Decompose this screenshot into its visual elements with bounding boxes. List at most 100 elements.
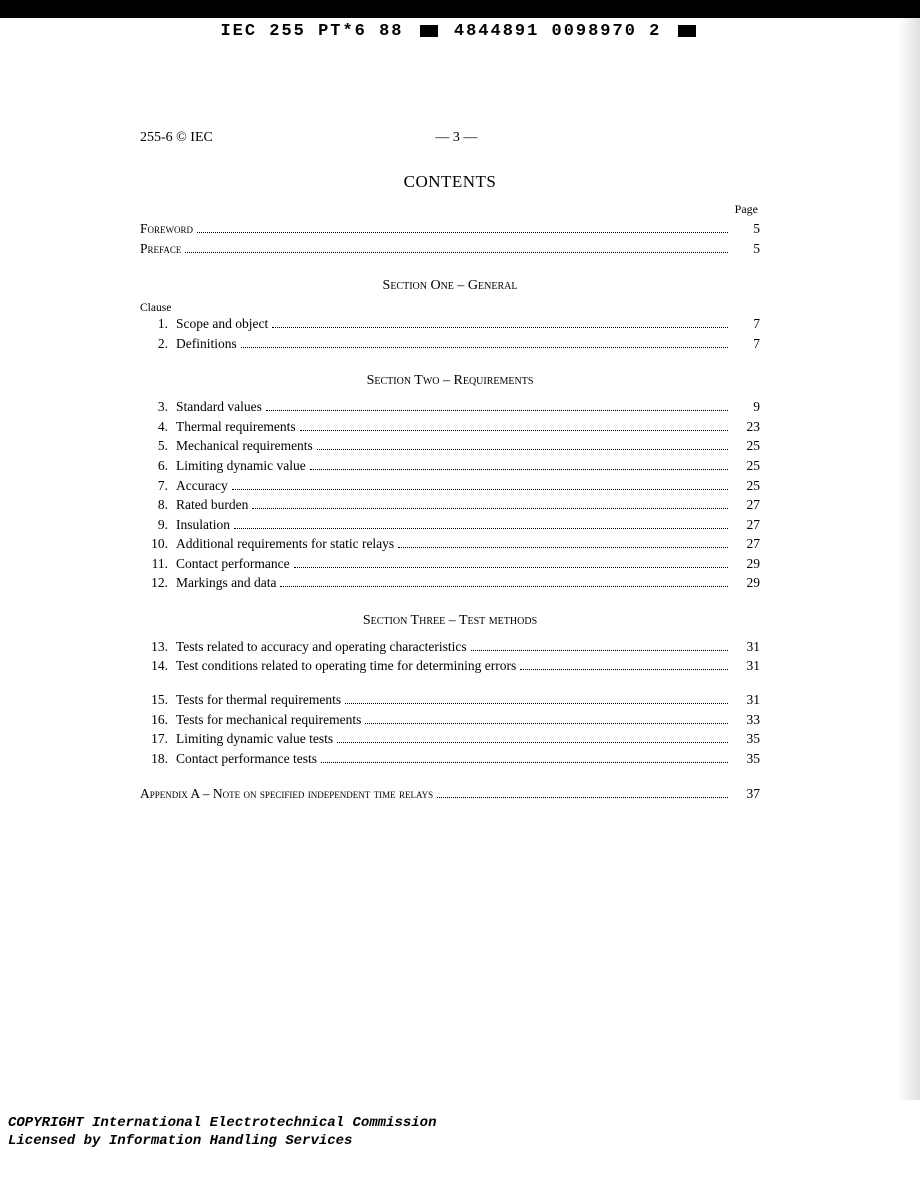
toc-line: Preface5: [140, 239, 760, 259]
scan-shadow: [898, 0, 920, 1100]
header-code-left: IEC 255 PT*6 88: [220, 22, 403, 41]
toc-entry-page: 25: [732, 456, 760, 476]
toc-entry-page: 27: [732, 515, 760, 535]
section-heading: Section Two – Requirements: [140, 373, 760, 389]
clause-number: 3.: [140, 397, 176, 417]
toc-entry-page: 31: [732, 637, 760, 657]
leader-dots: [241, 347, 728, 348]
leader-dots: [337, 742, 728, 743]
toc-entry-label: Limiting dynamic value tests: [176, 729, 333, 749]
leader-dots: [345, 703, 728, 704]
toc-entry-label: Tests related to accuracy and operating …: [176, 637, 467, 657]
toc-line: 5.Mechanical requirements 25: [140, 436, 760, 456]
toc-line: 9.Insulation 27: [140, 515, 760, 535]
leader-dots: [300, 430, 728, 431]
toc-entry-page: 27: [732, 495, 760, 515]
toc-entry-page: 7: [732, 334, 760, 354]
toc-entry-page: 25: [732, 476, 760, 496]
clause-number: 1.: [140, 314, 176, 334]
toc-entry-label: Additional requirements for static relay…: [176, 534, 394, 554]
toc-line: 16.Tests for mechanical requirements 33: [140, 710, 760, 730]
toc-entry-label: Tests for thermal requirements: [176, 690, 341, 710]
footer-line-1: COPYRIGHT International Electrotechnical…: [8, 1115, 436, 1133]
toc-entry-label: Thermal requirements: [176, 417, 296, 437]
toc-entry-label: Contact performance: [176, 554, 290, 574]
toc-entry-page: 31: [732, 656, 760, 676]
leader-dots: [280, 586, 728, 587]
toc-entry-label: Contact performance tests: [176, 749, 317, 769]
leader-dots: [252, 508, 728, 509]
toc-line: 13.Tests related to accuracy and operati…: [140, 637, 760, 657]
toc-entry-page: 35: [732, 729, 760, 749]
section-heading: Section Three – Test methods: [140, 613, 760, 629]
toc-entry-label: Scope and object: [176, 314, 268, 334]
front-matter-list: Foreword5Preface5: [140, 219, 760, 258]
toc-entry-label: Accuracy: [176, 476, 228, 496]
clause-number: 17.: [140, 729, 176, 749]
toc-entry-page: 31: [732, 690, 760, 710]
leader-dots: [471, 650, 728, 651]
toc-entry-label: Markings and data: [176, 573, 276, 593]
toc-entry-label: Insulation: [176, 515, 230, 535]
toc-line: 3.Standard values 9: [140, 397, 760, 417]
toc-line: 17.Limiting dynamic value tests 35: [140, 729, 760, 749]
clause-number: 13.: [140, 637, 176, 657]
toc-entry-page: 29: [732, 554, 760, 574]
toc-line: 1.Scope and object7: [140, 314, 760, 334]
clause-number: 12.: [140, 573, 176, 593]
toc-entry-label: Definitions: [176, 334, 237, 354]
page-content: 255-6 © IEC — 3 — CONTENTS Page Foreword…: [140, 130, 760, 804]
clause-number: 16.: [140, 710, 176, 730]
leader-dots: [398, 547, 728, 548]
page-number: — 3 —: [213, 130, 700, 146]
leader-dots: [197, 232, 728, 233]
toc-entry-label: Tests for mechanical requirements: [176, 710, 361, 730]
leader-dots: [321, 762, 728, 763]
clause-column-label: Clause: [140, 302, 760, 314]
toc-line: 8.Rated burden 27: [140, 495, 760, 515]
clause-number: 6.: [140, 456, 176, 476]
header-code-strip: IEC 255 PT*6 88 4844891 0098970 2: [0, 22, 920, 41]
toc-entry-label: Standard values: [176, 397, 262, 417]
leader-dots: [266, 410, 728, 411]
sections-container: Section One – General Clause1.Scope and o…: [140, 278, 760, 768]
appendix-label: Appendix A – Note on specified independe…: [140, 784, 433, 804]
clause-number: 5.: [140, 436, 176, 456]
toc-line: 14.Test conditions related to operating …: [140, 656, 760, 676]
clause-number: 9.: [140, 515, 176, 535]
toc-line: 18.Contact performance tests 35: [140, 749, 760, 769]
toc-line: 7.Accuracy25: [140, 476, 760, 496]
toc-entry-page: 35: [732, 749, 760, 769]
black-block-icon: [678, 25, 696, 37]
leader-dots: [310, 469, 728, 470]
clause-number: 18.: [140, 749, 176, 769]
toc-entry-page: 25: [732, 436, 760, 456]
header-code-mid: 4844891 0098970 2: [454, 22, 661, 41]
toc-entry-label: Test conditions related to operating tim…: [176, 656, 516, 676]
toc-entry-label: Mechanical requirements: [176, 436, 313, 456]
section-heading: Section One – General: [140, 278, 760, 294]
appendix-page: 37: [732, 784, 760, 804]
top-border-bar: [0, 0, 920, 18]
toc-line: 12.Markings and data 29: [140, 573, 760, 593]
clause-number: 10.: [140, 534, 176, 554]
footer-line-2: Licensed by Information Handling Service…: [8, 1133, 436, 1151]
toc-entry-page: 27: [732, 534, 760, 554]
clause-number: 11.: [140, 554, 176, 574]
toc-line: 4.Thermal requirements 23: [140, 417, 760, 437]
leader-dots: [520, 669, 728, 670]
toc-line: 6.Limiting dynamic value 25: [140, 456, 760, 476]
clause-number: 2.: [140, 334, 176, 354]
clause-number: 8.: [140, 495, 176, 515]
clause-number: 4.: [140, 417, 176, 437]
toc-entry-page: 29: [732, 573, 760, 593]
toc-entry-label: Limiting dynamic value: [176, 456, 306, 476]
copyright-footer: COPYRIGHT International Electrotechnical…: [8, 1115, 436, 1150]
toc-entry-page: 5: [732, 239, 760, 259]
toc-entry-page: 23: [732, 417, 760, 437]
leader-dots: [294, 567, 728, 568]
leader-dots: [365, 723, 728, 724]
toc-entry-page: 33: [732, 710, 760, 730]
toc-entry-label: Rated burden: [176, 495, 248, 515]
toc-entry-page: 9: [732, 397, 760, 417]
